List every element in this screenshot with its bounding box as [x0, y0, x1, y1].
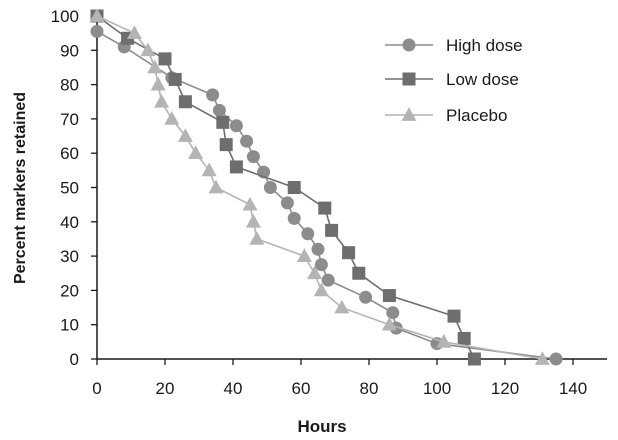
data-point-low-dose: [447, 309, 461, 323]
legend-label-high-dose: High dose: [446, 36, 523, 55]
data-point-low-dose: [229, 160, 243, 174]
data-point-high-dose: [301, 227, 315, 241]
legend-item-low-dose: Low dose: [385, 70, 519, 89]
data-point-placebo: [334, 299, 350, 314]
data-point-high-dose: [263, 181, 277, 194]
data-point-high-dose: [206, 88, 220, 102]
data-point-placebo: [154, 93, 170, 108]
data-point-placebo: [140, 42, 156, 57]
legend-label-placebo: Placebo: [446, 106, 507, 125]
data-point-low-dose: [325, 223, 339, 237]
legend-label-low-dose: Low dose: [446, 70, 519, 89]
data-point-low-dose: [342, 246, 356, 260]
data-point-placebo: [436, 334, 452, 348]
x-axis: 0 20 40 60 80 100 120 140: [92, 358, 607, 398]
data-point-high-dose: [359, 290, 373, 304]
x-tick-label: 60: [292, 379, 311, 398]
y-tick-label: 0: [70, 350, 79, 369]
series-low-dose: [90, 9, 481, 366]
data-point-placebo: [126, 25, 142, 39]
data-point-placebo: [245, 214, 261, 228]
x-tick-label: 100: [423, 379, 451, 398]
y-tick-label: 30: [60, 247, 79, 266]
x-tick-label: 40: [224, 379, 243, 398]
legend-marker-high-dose: [402, 38, 416, 52]
data-point-high-dose: [314, 258, 328, 272]
data-point-high-dose: [386, 306, 400, 320]
data-point-low-dose: [318, 201, 332, 215]
data-point-high-dose: [321, 273, 335, 287]
data-point-low-dose: [457, 331, 471, 345]
data-point-low-dose: [168, 72, 182, 86]
data-point-high-dose: [229, 119, 243, 133]
y-axis-label: Percent markers retained: [12, 92, 29, 284]
data-point-low-dose: [382, 289, 396, 303]
data-point-low-dose: [219, 138, 233, 152]
data-point-placebo: [147, 59, 163, 74]
y-tick-label: 20: [60, 281, 79, 300]
data-point-placebo: [242, 196, 258, 211]
data-point-low-dose: [352, 266, 366, 280]
legend-marker-placebo: [401, 107, 417, 121]
data-point-low-dose: [158, 52, 172, 66]
data-point-high-dose: [280, 196, 294, 210]
data-point-placebo: [201, 162, 217, 177]
data-point-placebo: [208, 179, 224, 194]
data-point-low-dose: [216, 115, 230, 129]
legend-item-high-dose: High dose: [385, 36, 523, 55]
y-tick-label: 40: [60, 213, 79, 232]
x-axis-label: Hours: [297, 417, 346, 436]
data-point-high-dose: [212, 103, 226, 117]
data-point-high-dose: [90, 24, 104, 38]
data-point-placebo: [249, 231, 265, 245]
data-point-placebo: [164, 111, 180, 125]
y-tick-label: 70: [60, 110, 79, 129]
x-tick-label: 140: [559, 379, 587, 398]
legend: High dose Low dose Placebo: [385, 36, 523, 125]
data-point-high-dose: [549, 352, 563, 366]
data-point-placebo: [534, 351, 550, 365]
legend-item-placebo: Placebo: [385, 106, 507, 125]
x-tick-label: 0: [92, 379, 101, 398]
y-tick-label: 100: [51, 7, 79, 26]
data-point-high-dose: [246, 150, 260, 164]
y-tick-label: 10: [60, 316, 79, 335]
data-point-low-dose: [287, 181, 301, 194]
data-point-placebo: [313, 282, 329, 297]
data-point-low-dose: [178, 95, 192, 109]
data-point-low-dose: [467, 352, 481, 366]
series-line-placebo: [96, 15, 543, 360]
data-point-placebo: [89, 8, 105, 22]
y-tick-label: 80: [60, 76, 79, 95]
data-point-placebo: [188, 145, 204, 160]
y-tick-label: 90: [60, 41, 79, 60]
data-point-placebo: [381, 316, 397, 331]
data-point-high-dose: [240, 134, 254, 148]
data-point-high-dose: [287, 211, 301, 225]
series-placebo: [89, 8, 550, 365]
legend-marker-low-dose: [402, 72, 416, 86]
x-tick-label: 20: [156, 379, 175, 398]
data-point-placebo: [150, 76, 166, 91]
data-point-placebo: [177, 128, 193, 142]
data-point-placebo: [307, 265, 323, 280]
y-axis: 0 10 20 30 40 50 60 70 80 90 100: [51, 7, 98, 369]
data-point-high-dose: [311, 242, 325, 256]
series-layer: [89, 8, 563, 366]
y-tick-label: 50: [60, 179, 79, 198]
x-tick-label: 120: [491, 379, 519, 398]
data-point-placebo: [296, 248, 312, 262]
x-tick-label: 80: [360, 379, 379, 398]
y-tick-label: 60: [60, 144, 79, 163]
